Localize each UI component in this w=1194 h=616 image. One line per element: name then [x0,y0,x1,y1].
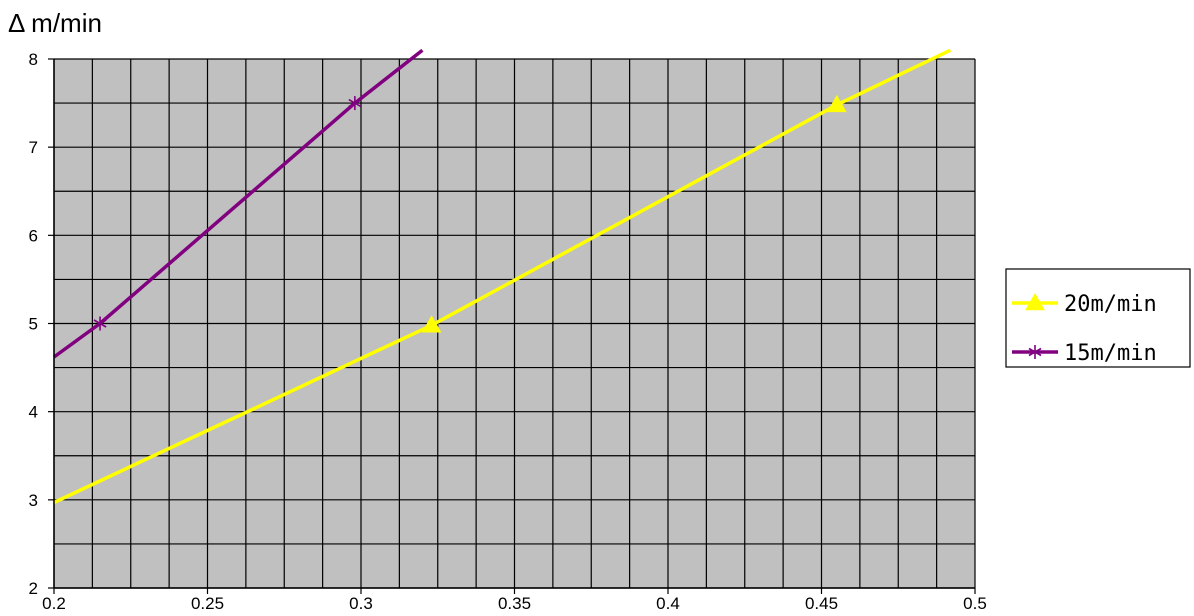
series-line [52,48,424,359]
x-tick-label: 0.3 [349,594,373,613]
y-tick-label: 4 [29,403,38,422]
y-tick-label: 3 [29,491,38,510]
triangle-marker [1025,292,1045,311]
legend: 20m/min 15m/min [1005,268,1191,368]
x-tick-label: 0.5 [963,594,987,613]
series-1 [53,48,952,505]
legend-label: 20m/min [1064,292,1157,317]
series [52,48,952,505]
y-tick-label: 6 [29,226,38,245]
series-2 [52,48,424,359]
x-tick-label: 0.2 [42,594,66,613]
asterisk-marker [1028,345,1042,359]
x-tick-label: 0.45 [805,594,838,613]
y-tick-label: 2 [29,579,38,598]
y-tick-label: 8 [29,50,38,69]
asterisk-marker [93,316,107,331]
y-axis-title: Δ m/min [8,8,102,38]
axes: 2 3 4 5 6 7 8 0.2 0.25 0.3 0.35 0.4 0.45 0.5 [29,50,987,613]
series-line [53,48,952,505]
x-tick-label: 0.4 [656,594,680,613]
x-tick-label: 0.35 [498,594,531,613]
x-tick-label: 0.25 [191,594,224,613]
y-tick-label: 5 [29,315,38,334]
asterisk-marker [348,96,362,111]
triangle-marker [826,94,847,113]
legend-label: 15m/min [1064,341,1157,366]
y-tick-label: 7 [29,138,38,157]
triangle-marker [421,315,442,333]
